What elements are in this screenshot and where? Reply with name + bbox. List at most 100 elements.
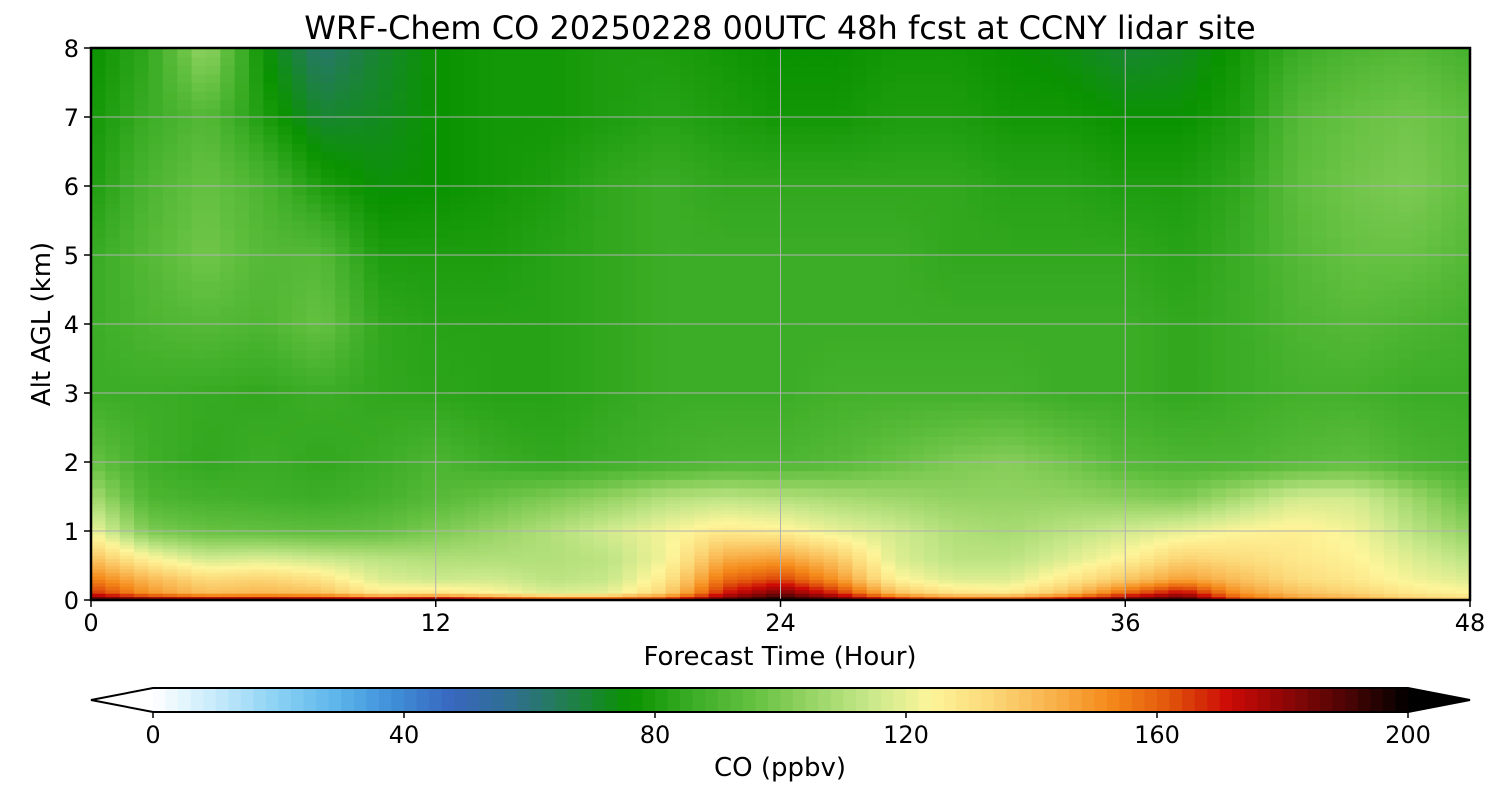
heatmap-cell [995, 586, 1011, 591]
heatmap-cell [593, 410, 609, 420]
heatmap-cell [665, 315, 681, 325]
heatmap-cell [895, 470, 911, 480]
heatmap-cell [895, 527, 911, 532]
heatmap-cell [924, 358, 940, 368]
heatmap-cell [450, 315, 466, 325]
heatmap-cell [1441, 367, 1457, 377]
heatmap-cell [866, 541, 882, 546]
heatmap-cell [335, 534, 351, 539]
heatmap-cell [780, 401, 796, 411]
heatmap-cell [191, 444, 207, 454]
heatmap-cell [881, 575, 897, 580]
heatmap-cell [723, 332, 738, 342]
heatmap-cell [1254, 375, 1270, 385]
heatmap-cell [134, 593, 150, 598]
heatmap-cell [651, 499, 667, 504]
heatmap-cell [320, 575, 336, 580]
heatmap-cell [1053, 513, 1069, 518]
heatmap-cell [1211, 510, 1227, 515]
heatmap-cell [1039, 548, 1055, 553]
heatmap-cell [119, 375, 135, 385]
heatmap-cell [177, 520, 193, 525]
heatmap-cell [1067, 487, 1083, 498]
heatmap-cell [1311, 520, 1327, 525]
heatmap-cell [1082, 568, 1098, 573]
heatmap-cell [1297, 544, 1313, 549]
heatmap-cell [450, 418, 466, 429]
heatmap-cell [1110, 527, 1126, 532]
heatmap-cell [1110, 410, 1126, 420]
heatmap-cell [105, 487, 121, 498]
heatmap-cell [579, 548, 595, 553]
heatmap-cell [579, 531, 595, 536]
heatmap-cell [536, 324, 552, 334]
heatmap-cell [1039, 593, 1055, 598]
heatmap-cell [1455, 537, 1470, 542]
heatmap-cell [837, 555, 853, 560]
heatmap-cell [162, 527, 178, 532]
heatmap-cell [837, 544, 853, 549]
heatmap-cell [1067, 393, 1083, 403]
heatmap-cell [292, 503, 308, 508]
heatmap-cell [234, 579, 250, 584]
heatmap-cell [148, 418, 164, 429]
heatmap-cell [1268, 332, 1284, 342]
heatmap-cell [378, 393, 394, 403]
heatmap-cell [1039, 367, 1055, 377]
heatmap-cell [1254, 524, 1270, 529]
heatmap-cell [1197, 375, 1213, 385]
heatmap-cell [536, 470, 552, 480]
heatmap-cell [335, 410, 351, 420]
heatmap-cell [1455, 418, 1470, 429]
heatmap-cell [249, 401, 264, 411]
heatmap-cell [1383, 541, 1399, 546]
heatmap-cell [924, 589, 940, 594]
heatmap-cell [277, 375, 293, 385]
heatmap-cell [837, 470, 853, 480]
heatmap-cell [148, 487, 164, 498]
heatmap-cell [938, 562, 954, 567]
heatmap-cell [1096, 544, 1112, 549]
heatmap-cell [234, 418, 250, 429]
heatmap-cell [521, 315, 537, 325]
heatmap-cell [363, 349, 379, 360]
heatmap-cell [766, 393, 782, 403]
heatmap-cell [177, 496, 193, 501]
heatmap-cell [909, 551, 925, 556]
heatmap-cell [249, 510, 264, 515]
heatmap-cell [1340, 393, 1356, 403]
heatmap-cell [263, 506, 279, 511]
heatmap-cell [1311, 470, 1327, 480]
heatmap-cell [349, 510, 365, 515]
heatmap-cell [392, 418, 408, 429]
heatmap-cell [1441, 589, 1457, 594]
heatmap-cell [1254, 527, 1270, 532]
heatmap-cell [1326, 527, 1342, 532]
heatmap-cell [292, 375, 308, 385]
heatmap-cell [162, 384, 178, 394]
heatmap-cell [881, 579, 897, 584]
heatmap-cell [565, 527, 580, 532]
heatmap-cell [1082, 349, 1098, 360]
heatmap-cell [780, 479, 796, 489]
heatmap-cell [1383, 537, 1399, 542]
heatmap-cell [1168, 315, 1184, 325]
heatmap-cell [478, 593, 494, 598]
heatmap-cell [521, 401, 537, 411]
heatmap-cell [608, 562, 624, 567]
heatmap-cell [1369, 453, 1385, 463]
heatmap-cell [1326, 572, 1342, 577]
heatmap-cell [1225, 544, 1241, 549]
heatmap-cell [450, 596, 466, 600]
heatmap-cell [435, 358, 451, 368]
heatmap-cell [292, 367, 308, 377]
heatmap-cell [593, 565, 609, 570]
heatmap-cell [608, 453, 624, 463]
heatmap-cell [1412, 510, 1428, 515]
heatmap-cell [478, 544, 494, 549]
heatmap-cell [205, 510, 221, 515]
heatmap-cell [995, 520, 1011, 525]
heatmap-cell [292, 436, 308, 446]
heatmap-cell [1283, 534, 1299, 539]
heatmap-cell [493, 444, 509, 454]
